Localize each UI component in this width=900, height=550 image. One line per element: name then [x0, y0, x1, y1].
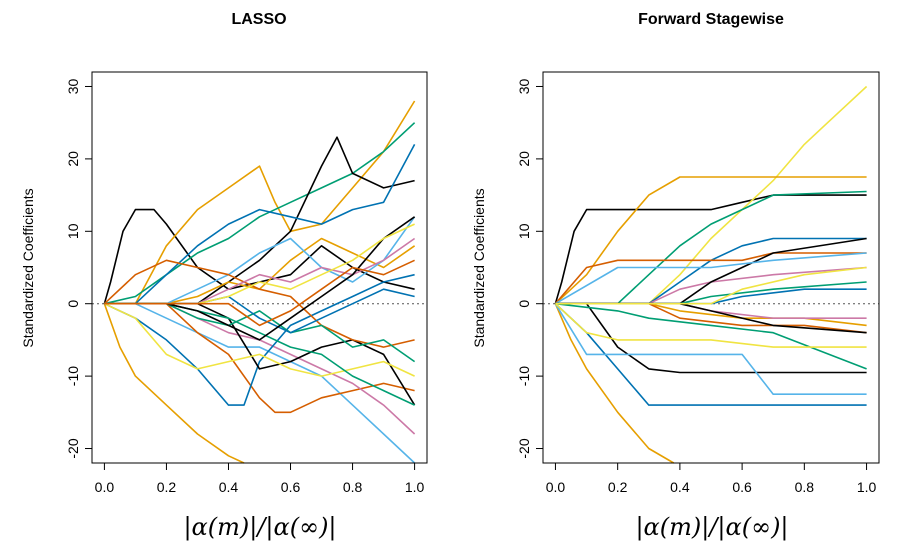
stagewise-plot-frame — [542, 71, 880, 464]
lasso-coefficient-path-16 — [103, 259, 415, 348]
lasso-series-layer — [103, 100, 416, 464]
stagewise-y-tick-label: 30 — [516, 78, 532, 94]
stagewise-series-layer — [554, 85, 868, 464]
stagewise-title: Forward Stagewise — [638, 11, 784, 28]
stagewise-axes-layer: 0.0 0.2 0.4 0.6 0.8 1.0 -20 -10 0 10 20 30 — [516, 78, 876, 495]
lasso-coefficient-path-4 — [104, 122, 416, 305]
lasso-x-tick-label: 0.6 — [281, 479, 301, 495]
lasso-coefficient-path-11 — [104, 302, 416, 406]
stagewise-coefficient-path-12 — [555, 302, 867, 370]
lasso-y-tick-label: -20 — [65, 438, 81, 458]
stagewise-coefficient-path-3 — [554, 176, 867, 305]
stagewise-coefficient-path-5 — [555, 190, 867, 305]
lasso-y-tick-label: 20 — [65, 151, 81, 167]
lasso-coefficient-path-20 — [104, 216, 416, 341]
lasso-x-tick-label: 0.8 — [343, 479, 363, 495]
lasso-y-tick-label: 10 — [65, 223, 81, 239]
lasso-y-tick-label: 30 — [65, 78, 81, 94]
stagewise-y-tick-label: 20 — [516, 151, 532, 167]
stagewise-y-tick-label: -20 — [516, 438, 532, 458]
lasso-coefficient-path-17 — [104, 237, 416, 305]
lasso-coefficient-path-2 — [103, 303, 245, 464]
lasso-coefficient-path-21 — [104, 223, 415, 305]
lasso-coefficient-path-1 — [103, 208, 415, 304]
stagewise-x-tick-label: 0.4 — [670, 479, 690, 495]
lasso-coefficient-path-22 — [104, 259, 415, 327]
stagewise-x-tick-label: 0.2 — [608, 479, 628, 495]
stagewise-coefficient-path-8 — [554, 303, 867, 395]
stagewise-coefficient-path-1 — [554, 194, 867, 304]
lasso-x-tick-label: 0.2 — [157, 479, 177, 495]
lasso-x-tick-label: 0.4 — [219, 479, 239, 495]
stagewise-coefficient-path-13 — [554, 303, 867, 348]
stagewise-x-tick-label: 0.8 — [795, 479, 815, 495]
stagewise-panel: Forward Stagewise Standardized Coefficie… — [471, 11, 880, 542]
lasso-axes-layer: 0.0 0.2 0.4 0.6 0.8 1.0 -20 -10 0 10 20 30 — [65, 78, 425, 495]
lasso-title: LASSO — [231, 11, 286, 28]
lasso-coefficient-path-7 — [104, 302, 416, 464]
lasso-coefficient-path-12 — [104, 302, 415, 377]
stagewise-x-tick-label: 0.0 — [546, 479, 566, 495]
stagewise-x-tick-label: 0.6 — [732, 479, 752, 495]
stagewise-coefficient-path-10 — [554, 252, 867, 305]
stagewise-y-axis-label: Standardized Coefficients — [471, 188, 487, 347]
lasso-y-tick-label: 0 — [65, 300, 81, 308]
lasso-coefficient-path-8 — [104, 302, 415, 414]
stagewise-y-tick-label: 0 — [516, 300, 532, 308]
lasso-coefficient-path-10 — [104, 273, 415, 406]
stagewise-coefficient-path-19 — [555, 281, 867, 305]
stagewise-x-axis-label: |α(m)|/|α(∞)| — [635, 513, 788, 542]
lasso-y-axis-label: Standardized Coefficients — [20, 188, 36, 347]
lasso-coefficient-path-3 — [104, 100, 416, 305]
stagewise-y-tick-label: -10 — [516, 366, 532, 386]
stagewise-y-tick-label: 10 — [516, 223, 532, 239]
stagewise-coefficient-path-15 — [554, 252, 867, 305]
stagewise-coefficient-path-4 — [554, 303, 675, 464]
lasso-plot-frame — [91, 71, 428, 464]
lasso-coefficient-path-6 — [104, 144, 416, 305]
lasso-coefficient-path-14 — [104, 237, 416, 305]
lasso-coefficient-path-5 — [104, 136, 415, 305]
stagewise-coefficient-path-22 — [555, 266, 867, 305]
lasso-x-tick-label: 0.0 — [95, 479, 115, 495]
lasso-panel: LASSO Standardized Coefficients |α(m)|/|… — [20, 11, 428, 542]
lasso-x-tick-label: 1.0 — [405, 479, 425, 495]
lasso-coefficient-path-18 — [104, 302, 416, 363]
lasso-y-tick-label: -10 — [65, 366, 81, 386]
lasso-x-axis-label: |α(m)|/|α(∞)| — [183, 513, 336, 542]
stagewise-x-tick-label: 1.0 — [857, 479, 877, 495]
